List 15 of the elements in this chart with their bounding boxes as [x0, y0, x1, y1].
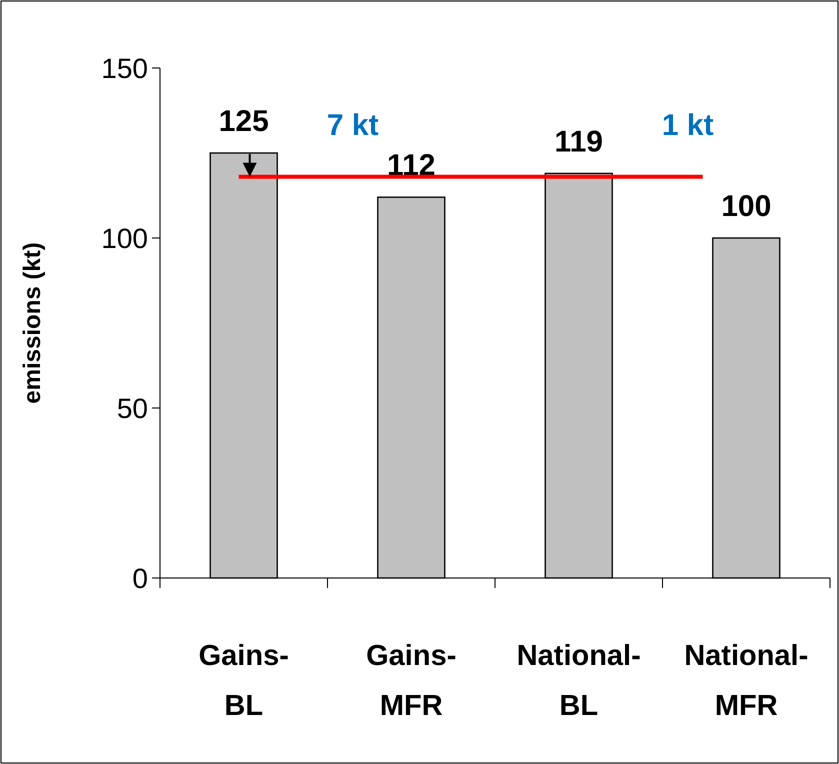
x-tick-label: National-BL: [516, 640, 641, 722]
annotation: 7 kt: [326, 109, 379, 142]
y-axis-title: emissions (kt): [19, 242, 46, 404]
data-label: 125: [218, 105, 269, 138]
data-label: 119: [554, 125, 603, 158]
x-tick-label: Gains-MFR: [366, 640, 456, 722]
y-tick-label: 100: [101, 222, 148, 254]
x-tick-label: Gains-BL: [198, 640, 289, 722]
y-tick-label: 150: [101, 52, 148, 84]
x-tick-label: National-MFR: [684, 640, 808, 722]
y-tick-label: 0: [132, 562, 148, 594]
y-tick-label: 50: [116, 392, 148, 424]
annotation: 1 kt: [662, 109, 714, 142]
data-label: 112: [387, 149, 436, 182]
data-label: 100: [721, 190, 772, 223]
